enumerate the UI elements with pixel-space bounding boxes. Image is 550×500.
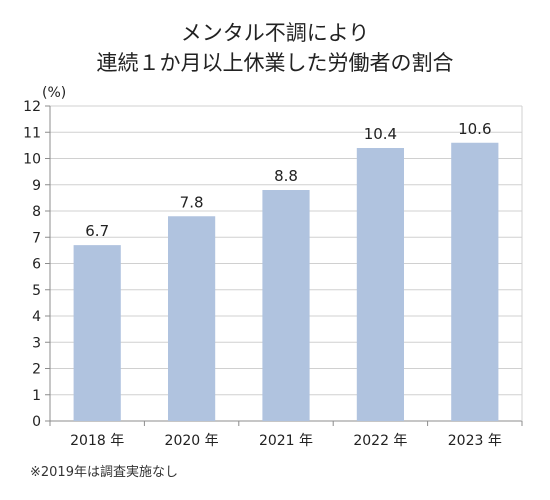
y-tick-label: 5: [32, 283, 41, 299]
chart-title-line-1: メンタル不調により: [180, 21, 370, 45]
data-label: 8.8: [274, 167, 298, 185]
bar: [73, 245, 121, 421]
x-category-label: 2020 年: [165, 433, 219, 449]
y-tick-label: 0: [32, 414, 41, 430]
y-tick-label: 7: [32, 230, 41, 246]
footnote: ※2019年は調査実施なし: [30, 465, 178, 480]
chart-title: メンタル不調により 連続１か月以上休業した労働者の割合: [0, 18, 550, 78]
bars: 6.7 7.8 8.8 10.4 10.6: [73, 120, 499, 421]
bar: [451, 142, 499, 421]
y-tick-label: 1: [32, 388, 41, 404]
bar: [356, 148, 404, 421]
y-tick-label: 6: [32, 257, 41, 273]
x-category-label: 2023 年: [448, 433, 502, 449]
x-category-label: 2018 年: [70, 433, 124, 449]
x-category-label: 2022 年: [353, 433, 407, 449]
data-label: 10.6: [458, 120, 491, 138]
data-label: 7.8: [180, 193, 204, 211]
bar: [262, 190, 310, 421]
y-tick-label: 8: [32, 204, 41, 220]
bar: [168, 216, 216, 421]
y-axis-unit-label: (%): [42, 85, 66, 101]
y-tick-label: 10: [23, 152, 41, 168]
chart-title-line-2: 連続１か月以上休業した労働者の割合: [96, 51, 454, 75]
y-tick-label: 2: [32, 362, 41, 378]
y-tick-label: 3: [32, 335, 41, 351]
x-category-label: 2021 年: [259, 433, 313, 449]
y-tick-label: 12: [23, 99, 41, 115]
data-label: 10.4: [364, 125, 397, 143]
y-tick-label: 9: [32, 178, 41, 194]
y-tick-label: 4: [32, 309, 41, 325]
y-tick-label: 11: [23, 125, 41, 141]
data-label: 6.7: [85, 222, 109, 240]
